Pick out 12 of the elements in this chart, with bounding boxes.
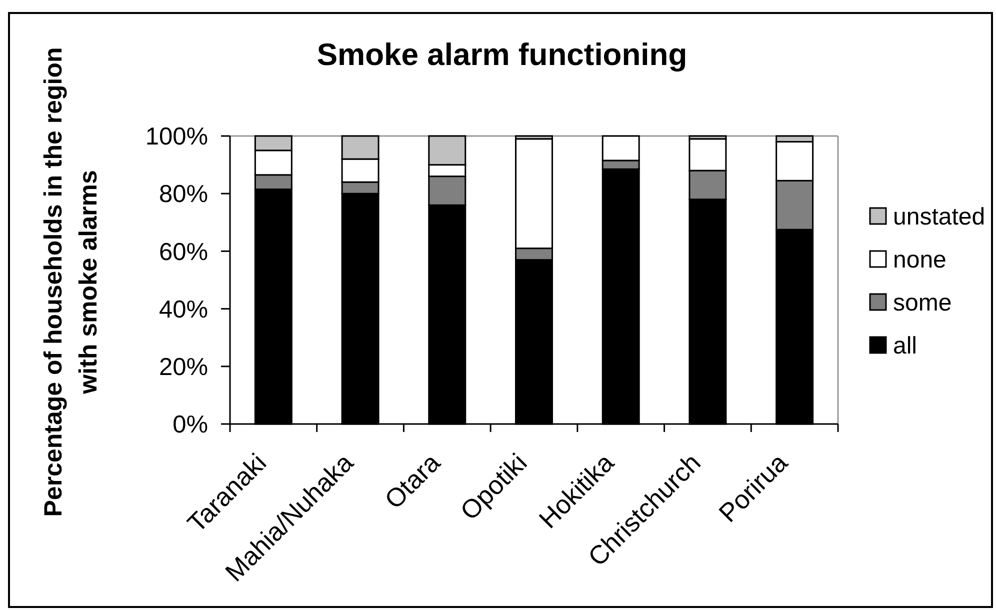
y-tick-label: 60% <box>158 238 208 266</box>
legend-label: all <box>893 332 918 360</box>
legend-label: unstated <box>893 203 986 230</box>
chart-title: Smoke alarm functioning <box>316 37 688 72</box>
legend-label: none <box>893 246 946 274</box>
legend-label: some <box>893 289 952 316</box>
y-tick-label: 20% <box>158 354 208 381</box>
y-tick-label: 0% <box>172 412 208 439</box>
y-axis-title: Percentage of households in the region with smoke alarms <box>39 47 102 517</box>
y-tick-label: 80% <box>158 181 208 208</box>
y-tick-label: 100% <box>145 124 208 151</box>
y-tick-label: 40% <box>158 296 208 324</box>
